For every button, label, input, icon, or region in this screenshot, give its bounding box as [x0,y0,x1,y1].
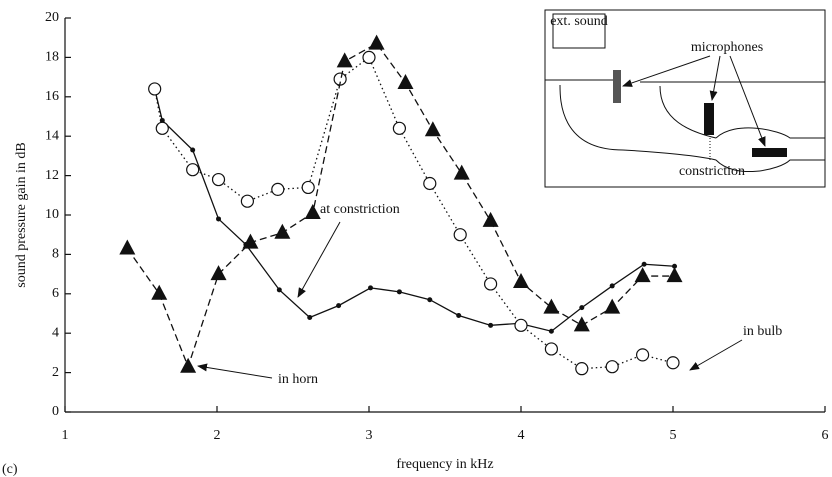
x-tick-label: 6 [822,428,829,443]
point [301,180,315,195]
inset-box [552,13,606,49]
point [544,342,559,356]
point [573,316,590,332]
point [190,147,196,153]
inset-frame [544,9,826,188]
point [211,172,226,187]
point [548,328,554,334]
inset-arrow [729,55,766,147]
point [216,216,222,222]
point [307,314,313,320]
point [453,228,467,242]
inset-mic [704,103,714,135]
y-tick-label: 0 [52,404,59,419]
point [368,34,385,50]
inset-arrow [709,55,721,101]
x-tick-label: 2 [214,428,221,443]
point [119,239,136,255]
point [484,277,498,291]
inset-label: constriction [679,164,745,179]
point [304,204,321,220]
x-tick-label: 5 [670,428,677,443]
point [488,322,494,328]
point [453,164,470,180]
point [392,121,406,135]
y-tick-label: 10 [45,207,59,222]
point [271,182,285,196]
annotation-arrow [297,221,341,298]
point [240,194,254,208]
y-axis-label: sound pressure gain in dB [14,142,29,287]
annotation-arrow [689,339,743,371]
point [427,297,433,303]
inset-label: ext. sound [550,14,608,29]
point [609,283,615,289]
point [634,267,651,283]
point [635,348,650,362]
inset-mic [752,148,787,157]
point [543,298,560,314]
x-tick-label: 4 [518,428,525,443]
point [336,303,342,309]
inset: ext. sound microphones constriction [544,9,826,188]
y-tick-label: 4 [52,325,59,340]
y-tick-label: 14 [45,128,59,143]
point [666,356,680,370]
point [242,233,259,249]
annotation: in horn [278,372,318,387]
point [155,121,169,135]
y-tick-label: 2 [52,365,59,380]
point [513,272,529,288]
point [641,261,647,267]
y-tick-label: 20 [45,10,59,25]
point [397,74,414,90]
y-tick-label: 18 [45,50,59,65]
annotation: at constriction [320,202,400,217]
point [424,121,441,137]
inset-mic [613,70,621,103]
x-axis-label: frequency in kHz [396,457,493,472]
annotation: in bulb [743,324,782,339]
inset-drawing [545,79,825,173]
point [159,117,165,123]
point [604,298,621,314]
point [605,360,619,374]
point [180,357,197,373]
point [579,305,585,311]
point [362,50,376,65]
point [396,289,402,295]
y-tick-label: 6 [52,286,59,301]
point [672,263,678,269]
point [456,312,462,318]
point [482,211,499,227]
point [336,52,353,68]
x-tick-label: 3 [366,428,373,443]
point [276,287,282,293]
y-tick-label: 12 [45,168,59,183]
x-tick-label: 1 [62,428,69,443]
inset-arrow [622,55,711,87]
point [186,163,200,177]
point [148,82,162,96]
panel-label: (c) [2,462,18,477]
point [151,284,168,300]
annotation-arrow [197,363,273,379]
point [368,285,374,291]
y-tick-label: 16 [45,89,59,104]
point [274,223,291,239]
inset-label: microphones [691,40,763,55]
point [514,318,528,332]
point [575,362,589,376]
point [210,265,227,281]
point [423,176,437,191]
y-tick-label: 8 [52,247,59,262]
point [666,267,683,283]
